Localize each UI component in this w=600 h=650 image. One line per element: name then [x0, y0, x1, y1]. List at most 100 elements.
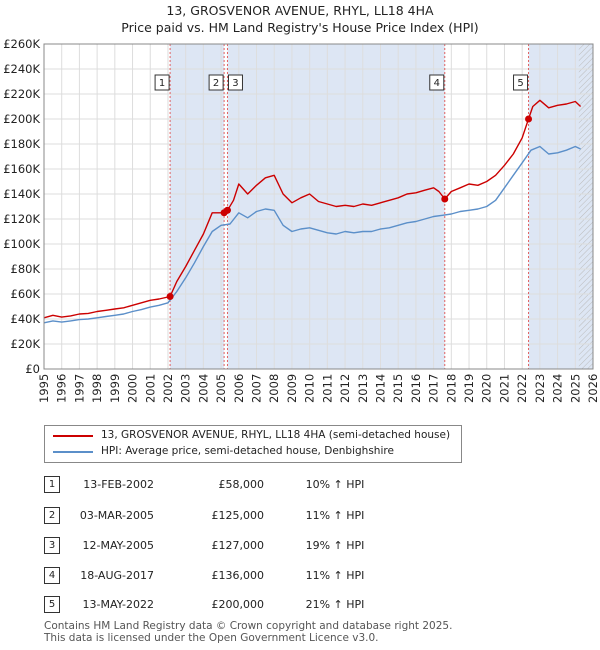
transaction-row: 3 12-MAY-2005 £127,000 19% ↑ HPI	[0, 537, 600, 557]
x-tick-label: 2023	[533, 374, 547, 403]
transaction-number: 3	[44, 537, 60, 554]
footer-licence: This data is licensed under the Open Gov…	[44, 632, 379, 644]
x-tick-label: 2018	[444, 374, 458, 403]
x-tick-label: 2017	[427, 374, 441, 403]
transaction-row: 2 03-MAR-2005 £125,000 11% ↑ HPI	[0, 507, 600, 527]
x-tick-label: 2015	[391, 374, 405, 403]
y-tick-label: £240K	[3, 62, 40, 76]
sale-label-box	[513, 74, 529, 91]
sale-label: 4	[434, 78, 440, 89]
transaction-price: £58,000	[218, 478, 265, 491]
sale-label: 1	[159, 78, 165, 89]
series-line-hpi	[43, 145, 581, 324]
transaction-date: 13-FEB-2002	[83, 478, 154, 491]
y-tick-label: £60K	[11, 287, 41, 301]
transaction-row: 1 13-FEB-2002 £58,000 10% ↑ HPI	[0, 476, 600, 496]
transaction-hpi: 11% ↑ HPI	[305, 569, 365, 582]
y-tick-label: £100K	[3, 237, 40, 251]
y-tick-label: £0	[25, 362, 40, 376]
transaction-hpi: 19% ↑ HPI	[305, 539, 365, 552]
sale-label: 2	[213, 78, 219, 89]
transaction-number: 5	[44, 596, 60, 613]
sale-point	[525, 115, 533, 123]
x-tick-label: 2006	[232, 374, 246, 403]
series-line-property	[43, 99, 582, 319]
transaction-number: 4	[44, 567, 60, 584]
y-tick-label: £20K	[11, 337, 41, 351]
sale-label: 3	[232, 78, 238, 89]
legend-label-hpi: HPI: Average price, semi-detached house,…	[101, 445, 394, 457]
sale-label-box	[154, 74, 170, 91]
x-tick-label: 2002	[161, 374, 175, 403]
price-chart: 1 2 3 4 5 £0 £20K £40K £60K £80K £100K £120K £140K £1…	[3, 37, 600, 403]
sale-label: 5	[517, 78, 523, 89]
transaction-price: £127,000	[211, 539, 265, 552]
period-shade	[170, 44, 225, 369]
transaction-date: 03-MAR-2005	[79, 509, 154, 522]
sale-label-box	[227, 74, 243, 91]
chart-title: 13, GROSVENOR AVENUE, RHYL, LL18 4HA	[166, 3, 434, 18]
plot-frame	[43, 43, 594, 370]
y-tick-label: £160K	[3, 162, 40, 176]
legend-swatch-hpi	[53, 451, 93, 453]
y-tick-label: £80K	[11, 262, 41, 276]
x-tick-label: 2004	[196, 374, 210, 403]
transaction-number: 1	[44, 476, 60, 493]
x-tick-label: 2000	[126, 374, 140, 403]
transaction-number: 2	[44, 507, 60, 524]
transaction-hpi: 21% ↑ HPI	[305, 598, 365, 611]
x-tick-label: 2003	[179, 374, 193, 403]
x-tick-label: 2022	[515, 374, 529, 403]
x-tick-label: 2010	[303, 374, 317, 403]
legend-label-property: 13, GROSVENOR AVENUE, RHYL, LL18 4HA (se…	[101, 429, 451, 441]
x-tick-label: 2007	[250, 374, 264, 403]
forecast-hatch	[578, 44, 593, 369]
y-tick-label: £220K	[3, 87, 40, 101]
x-tick-label: 2014	[373, 374, 387, 403]
x-tick-label: 2001	[143, 374, 157, 403]
transaction-hpi: 11% ↑ HPI	[305, 509, 365, 522]
x-tick-label: 2013	[356, 374, 370, 403]
sale-point	[441, 195, 449, 203]
transaction-row: 4 18-AUG-2017 £136,000 11% ↑ HPI	[0, 567, 600, 587]
x-tick-label: 1997	[72, 374, 86, 403]
transaction-price: £136,000	[211, 569, 265, 582]
x-tick-label: 2024	[551, 374, 565, 403]
y-tick-label: £40K	[11, 312, 41, 326]
x-tick-label: 2016	[409, 374, 423, 403]
footer-copyright: Contains HM Land Registry data © Crown c…	[44, 620, 453, 632]
y-tick-label: £180K	[3, 137, 40, 151]
y-tick-label: £200K	[3, 112, 40, 126]
x-tick-label: 2005	[214, 374, 228, 403]
x-tick-label: 1995	[37, 374, 51, 403]
x-tick-label: 1999	[108, 374, 122, 403]
legend-item-property: 13, GROSVENOR AVENUE, RHYL, LL18 4HA (se…	[45, 428, 461, 444]
transaction-price: £125,000	[211, 509, 265, 522]
x-tick-label: 2009	[285, 374, 299, 403]
x-tick-label: 2026	[586, 374, 600, 403]
x-tick-label: 2025	[568, 374, 582, 403]
x-tick-label: 2021	[497, 374, 511, 403]
transaction-date: 18-AUG-2017	[80, 569, 154, 582]
x-tick-label: 2011	[320, 374, 334, 403]
x-tick-label: 1998	[90, 374, 104, 403]
chart-legend: 13, GROSVENOR AVENUE, RHYL, LL18 4HA (se…	[44, 425, 462, 463]
transaction-date: 13-MAY-2022	[82, 598, 154, 611]
x-tick-label: 2012	[338, 374, 352, 403]
transaction-date: 12-MAY-2005	[82, 539, 154, 552]
x-tick-label: 2019	[462, 374, 476, 403]
y-tick-label: £120K	[3, 212, 40, 226]
sale-label-box	[208, 74, 224, 91]
y-tick-label: £260K	[3, 37, 40, 51]
x-tick-label: 2008	[267, 374, 281, 403]
sale-label-box	[429, 74, 445, 91]
transaction-price: £200,000	[211, 598, 265, 611]
legend-item-hpi: HPI: Average price, semi-detached house,…	[45, 444, 461, 460]
legend-swatch-property	[53, 435, 93, 437]
x-tick-label: 1996	[55, 374, 69, 403]
transaction-row: 5 13-MAY-2022 £200,000 21% ↑ HPI	[0, 596, 600, 616]
sale-point	[166, 293, 174, 300]
x-tick-label: 2020	[480, 374, 494, 403]
sale-point	[223, 206, 231, 214]
y-tick-label: £140K	[3, 187, 40, 201]
